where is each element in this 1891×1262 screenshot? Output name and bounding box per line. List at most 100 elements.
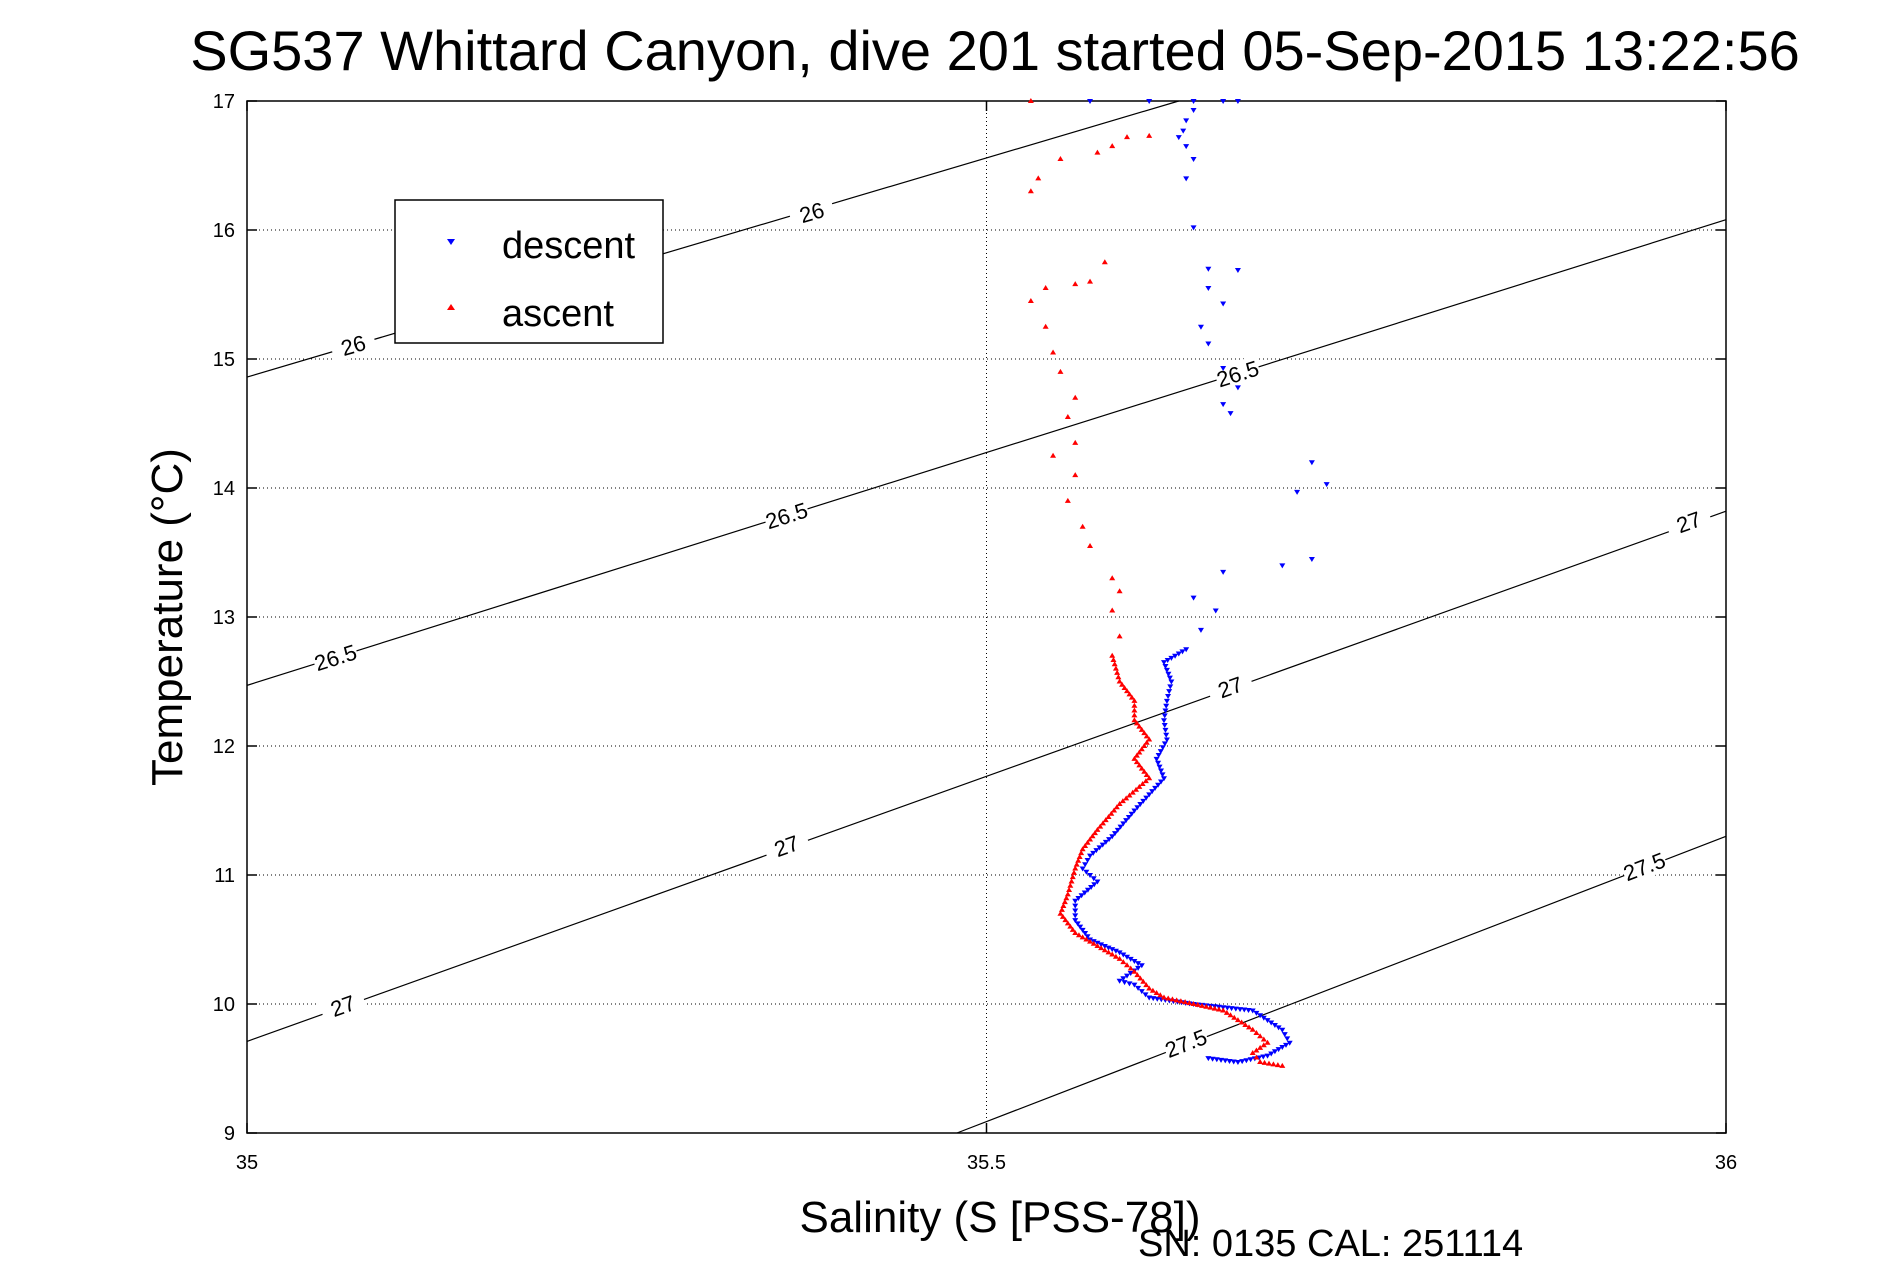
legend: descent ascent (394, 199, 664, 344)
ascent-point (1143, 772, 1150, 778)
ascent-point (1133, 759, 1140, 765)
isopycnal-line-26-5 (246, 219, 1727, 686)
ascent-point (1094, 942, 1101, 948)
descent-point (1160, 660, 1167, 666)
ascent-point (1069, 874, 1076, 880)
descent-point (1163, 698, 1170, 704)
ascent-point (1253, 1047, 1260, 1053)
descent-point (1220, 301, 1227, 307)
ascent-point (1072, 930, 1079, 936)
ascent-point (1058, 906, 1065, 912)
ascent-point (1123, 795, 1130, 801)
descent-point (1166, 675, 1173, 681)
descent-point (1279, 1027, 1286, 1033)
descent-point (1257, 1013, 1264, 1019)
descent-point (1245, 1007, 1252, 1013)
ascent-point (1111, 661, 1118, 667)
descent-point (1131, 959, 1138, 964)
ascent-point (1264, 1039, 1271, 1045)
descent-point (1241, 1007, 1248, 1013)
ascent-point (1097, 823, 1104, 829)
ascent-point (1253, 1030, 1260, 1036)
ascent-point (1261, 1059, 1268, 1065)
descent-point (1149, 789, 1156, 795)
x-tick-label: 35.5 (967, 1152, 1006, 1174)
ascent-point (1076, 853, 1083, 859)
ascent-point (1063, 895, 1070, 901)
axis-ticks: 35 35.5 36 9 10 11 12 13 14 15 16 17 (213, 91, 1737, 1174)
descent-point (1158, 779, 1165, 785)
descent-point (1083, 869, 1090, 875)
ascent-point (1071, 869, 1078, 875)
descent-point (1165, 671, 1172, 677)
contour-label-bg (1619, 847, 1670, 886)
ascent-point (1169, 996, 1176, 1002)
descent-point (1228, 1006, 1235, 1012)
descent-point (1282, 1042, 1289, 1048)
ascent-point (1119, 798, 1126, 804)
ascent-point (1146, 985, 1153, 991)
descent-point (1183, 176, 1190, 182)
ascent-point (1072, 439, 1079, 445)
descent-point (1222, 1058, 1229, 1064)
grid-lines (246, 100, 1727, 1134)
descent-point (1096, 845, 1103, 851)
ascent-point (1057, 910, 1064, 916)
descent-point (1218, 1057, 1225, 1063)
ascent-point (1108, 810, 1115, 816)
descent-point (1163, 667, 1170, 673)
ascent-point (1160, 994, 1167, 1000)
descent-point (1116, 978, 1123, 984)
legend-descent-marker (447, 239, 455, 245)
descent-point (1205, 1056, 1212, 1062)
descent-point (1234, 99, 1241, 104)
descent-point (1190, 108, 1197, 114)
ascent-point (1083, 936, 1090, 942)
descent-point (1143, 795, 1150, 801)
ascent-point (1057, 368, 1064, 374)
x-tick-label: 35 (236, 1152, 258, 1174)
descent-point (1087, 853, 1094, 859)
descent-point (1323, 482, 1330, 488)
descent-point (1168, 679, 1175, 685)
descent-point (1226, 1058, 1233, 1064)
ascent-point (1234, 1017, 1241, 1023)
descent-point (1190, 99, 1197, 104)
descent-point (1163, 732, 1170, 738)
ascent-point (1199, 1002, 1206, 1008)
ascent-point (1075, 932, 1082, 938)
ascent-point (1099, 820, 1106, 826)
descent-point (1146, 792, 1153, 798)
descent-point (1101, 943, 1108, 949)
ascent-point (1270, 1061, 1277, 1067)
ascent-point (1207, 1004, 1214, 1010)
ascent-point (1157, 992, 1164, 998)
ascent-point (1067, 923, 1074, 929)
ascent-point (1143, 733, 1150, 739)
ascent-point (1127, 965, 1134, 971)
descent-point (1160, 776, 1167, 782)
ascent-point (1173, 997, 1180, 1003)
descent-point (1234, 267, 1241, 273)
y-tick-label: 13 (213, 607, 235, 629)
ascent-point (1101, 259, 1108, 265)
ascent-point (1112, 665, 1119, 671)
ascent-point (1215, 1006, 1222, 1012)
descent-point (1159, 745, 1166, 751)
descent-point (1234, 1060, 1241, 1066)
ascent-point (1105, 813, 1112, 819)
ascent-point (1109, 575, 1116, 581)
ascent-point (1265, 1060, 1272, 1066)
descent-point (1175, 651, 1182, 657)
descent-point (1279, 563, 1286, 569)
descent-point (1157, 749, 1164, 755)
ascent-point (1112, 953, 1119, 959)
descent-point (1281, 1032, 1288, 1038)
ascent-point (1069, 926, 1076, 932)
descent-point (1227, 411, 1234, 417)
descent-point (1183, 144, 1190, 150)
ascent-point (1101, 947, 1108, 953)
descent-point (1127, 971, 1134, 977)
contour-label-bg (318, 986, 368, 1025)
descent-point (1102, 839, 1109, 845)
